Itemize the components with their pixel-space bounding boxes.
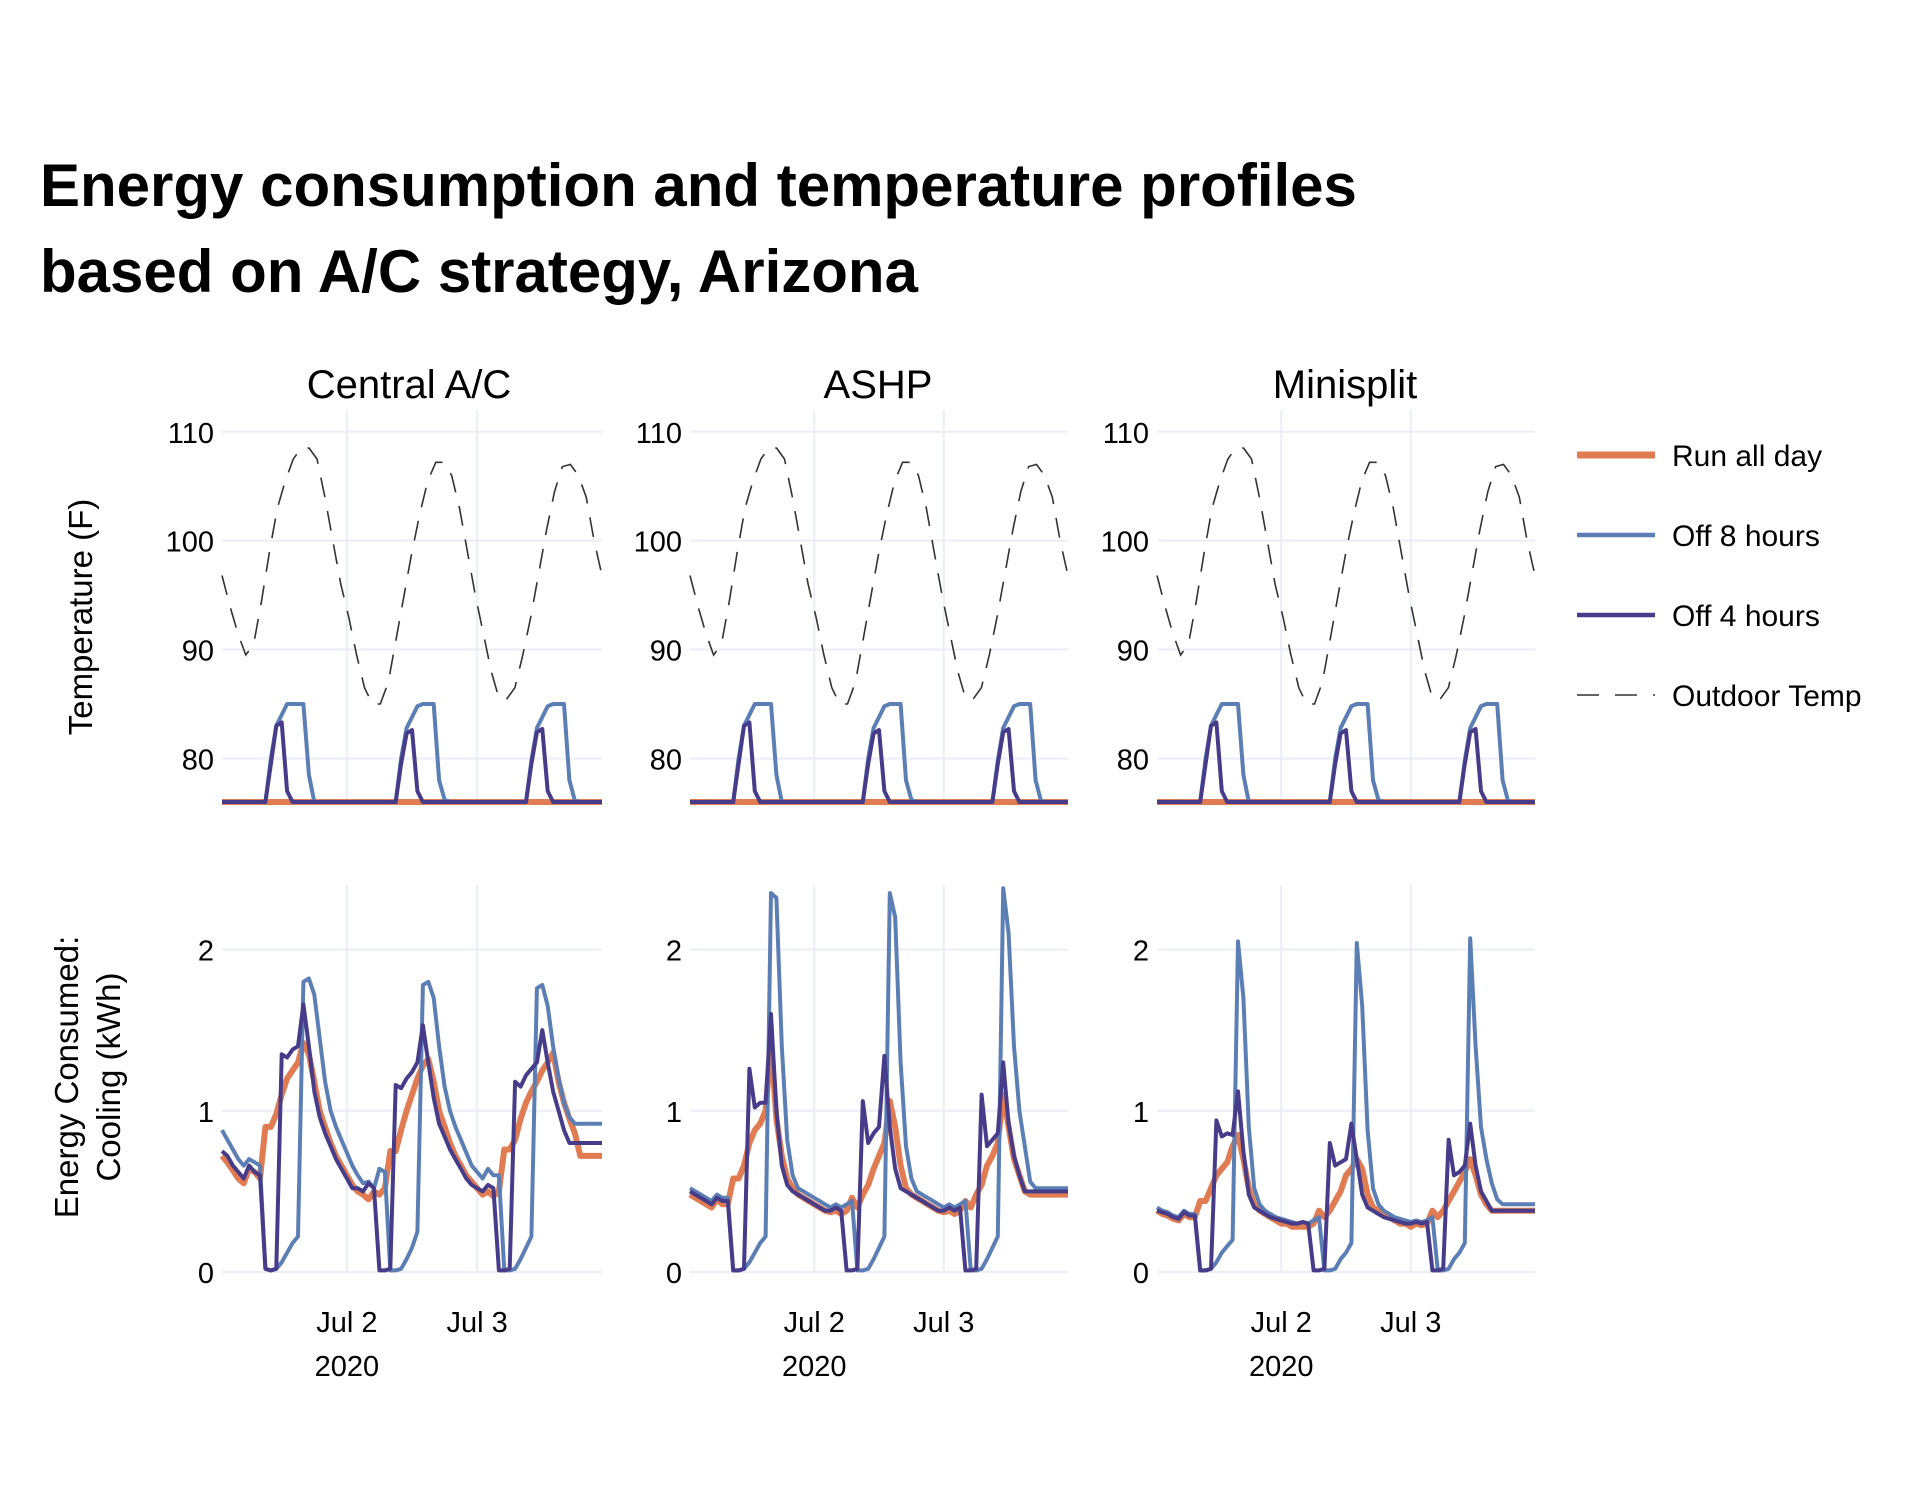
chart-title: Energy consumption and temperature profi… — [40, 143, 1540, 315]
y-tick-label: 80 — [650, 744, 682, 776]
series-off-8-hours-energy-line — [220, 976, 602, 1273]
y-tick-label: 100 — [1101, 527, 1149, 559]
y-tick-label: 1 — [1133, 1097, 1149, 1129]
y-axis-label-energy-line-1: Energy Consumed: — [48, 936, 85, 1218]
energy-panel-central-a-c: 0 1 2 Jul 2 Jul 3 2020 — [198, 885, 602, 1383]
legend-label: Outdoor Temp — [1672, 680, 1862, 713]
y-tick-label: 110 — [1103, 418, 1149, 450]
series-outdoor-temp-line — [1156, 447, 1536, 705]
y-tick-label: 100 — [166, 527, 214, 559]
series-outdoor-temp-line — [221, 447, 603, 705]
x-tick-label: Jul 3 — [1380, 1307, 1441, 1339]
series-off-8-hours-temp-line — [1157, 702, 1535, 804]
series-off-4-hours-temp-line — [1157, 720, 1535, 804]
series-off-8-hours-temp-line — [690, 702, 1068, 804]
chart-title-line-2: based on A/C strategy, Arizona — [40, 238, 918, 305]
temperature-panel-ashp: 80 90 100 110 — [634, 410, 1069, 805]
y-tick-label: 0 — [666, 1258, 682, 1290]
y-tick-label: 80 — [182, 744, 214, 776]
legend-item-off-8-hours: Off 8 hours — [1577, 520, 1820, 553]
legend-item-outdoor-temp: Outdoor Temp — [1577, 680, 1862, 713]
series-outdoor-temp-line — [689, 447, 1069, 705]
energy-panel-ashp: 0 1 2 Jul 2 Jul 3 2020 — [666, 885, 1068, 1383]
y-tick-label: 90 — [650, 636, 682, 668]
series-off-8-hours-energy-line — [688, 886, 1068, 1273]
y-tick-label: 1 — [666, 1097, 682, 1129]
y-axis-label-energy-line-2: Cooling (kWh) — [90, 972, 127, 1181]
y-tick-label: 2 — [198, 936, 214, 968]
series-run-all-day-energy-line — [1155, 1131, 1535, 1230]
panel-title-minisplit: Minisplit — [1273, 363, 1417, 407]
y-tick-label: 110 — [168, 418, 214, 450]
y-tick-label: 1 — [198, 1097, 214, 1129]
panel-titles: Central A/C ASHP Minisplit — [307, 363, 1418, 407]
legend-item-run-all-day: Run all day — [1577, 440, 1822, 473]
series-off-4-hours-temp-line — [222, 720, 602, 804]
series-off-8-hours-energy-line — [1155, 936, 1535, 1273]
legend-label: Off 8 hours — [1672, 520, 1820, 553]
panel-title-central-ac: Central A/C — [307, 363, 512, 407]
y-axis-label-temperature: Temperature (F) — [62, 499, 99, 736]
legend-label: Off 4 hours — [1672, 600, 1820, 633]
y-tick-label: 90 — [1117, 636, 1149, 668]
temperature-panel-central-a-c: 80 90 100 110 — [166, 410, 603, 805]
series-run-all-day-energy-line — [219, 1040, 602, 1203]
series-off-4-hours-energy-line — [220, 1002, 602, 1273]
x-year-label: 2020 — [315, 1351, 380, 1383]
x-tick-label: Jul 2 — [316, 1307, 377, 1339]
energy-panel-minisplit: 0 1 2 Jul 2 Jul 3 2020 — [1133, 885, 1535, 1383]
temperature-panel-minisplit: 80 90 100 110 — [1101, 410, 1536, 805]
row-labels: Temperature (F) Energy Consumed: Cooling… — [48, 499, 127, 1219]
y-tick-label: 100 — [634, 527, 682, 559]
y-tick-label: 80 — [1117, 744, 1149, 776]
series-off-8-hours-temp-line — [222, 702, 602, 804]
legend: Run all day Off 8 hours Off 4 hours Outdoor… — [1577, 440, 1862, 713]
y-tick-label: 0 — [198, 1258, 214, 1290]
series-off-4-hours-energy-line — [688, 1012, 1068, 1273]
legend-item-off-4-hours: Off 4 hours — [1577, 600, 1820, 633]
x-tick-label: Jul 3 — [447, 1307, 508, 1339]
series-off-4-hours-temp-line — [690, 720, 1068, 804]
series-off-4-hours-energy-line — [1156, 1089, 1535, 1273]
panel-title-ashp: ASHP — [824, 363, 933, 407]
y-tick-label: 90 — [182, 636, 214, 668]
chart-title-line-1: Energy consumption and temperature profi… — [40, 152, 1357, 219]
legend-label: Run all day — [1672, 440, 1822, 473]
y-tick-label: 2 — [666, 936, 682, 968]
y-tick-label: 2 — [1133, 936, 1149, 968]
x-tick-label: Jul 3 — [913, 1307, 974, 1339]
x-year-label: 2020 — [1249, 1351, 1314, 1383]
x-tick-label: Jul 2 — [1251, 1307, 1312, 1339]
x-tick-label: Jul 2 — [784, 1307, 845, 1339]
y-tick-label: 0 — [1133, 1258, 1149, 1290]
y-tick-label: 110 — [636, 418, 682, 450]
x-year-label: 2020 — [782, 1351, 847, 1383]
